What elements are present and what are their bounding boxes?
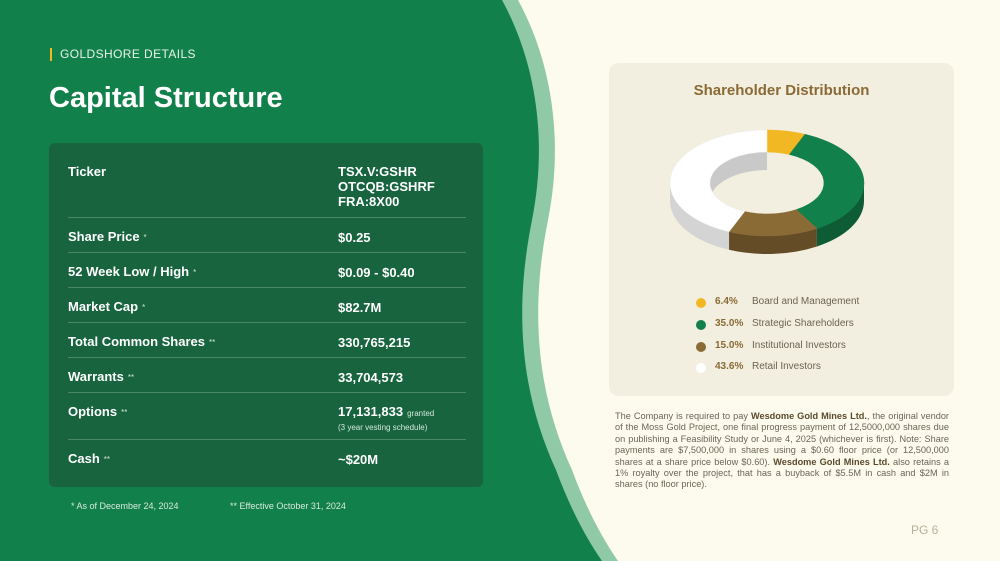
row-label: Warrants ** (68, 369, 135, 384)
eyebrow-accent-bar (50, 47, 52, 61)
footnote-as-of: * As of December 24, 2024 (71, 501, 179, 511)
donut-slice-retail-investors (669, 129, 768, 233)
page-title: Capital Structure (49, 82, 283, 114)
row-label: Total Common Shares ** (68, 334, 216, 349)
row-label: 52 Week Low / High * (68, 264, 197, 279)
legend-dot (696, 363, 706, 373)
donut-side-institutional-investors (729, 228, 817, 254)
distribution-donut-chart (669, 129, 865, 254)
table-row-52-week: 52 Week Low / High * $0.09 - $0.40 (68, 252, 466, 280)
legend-pct: 15.0% (715, 340, 744, 351)
row-value: 17,131,833 granted (3 year vesting schedu… (338, 404, 434, 433)
ticker-fra: FRA:8X00 (338, 194, 400, 209)
legend-pct: 43.6% (715, 361, 744, 372)
table-row-options: Options ** 17,131,833 granted (3 year vest… (68, 392, 466, 432)
capital-structure-table: Ticker TSX.V:GSHR OTCQB:GSHRF FRA:8X00 S… (49, 143, 483, 487)
row-value: $82.7M (338, 300, 382, 315)
table-row-market-cap: Market Cap * $82.7M (68, 287, 466, 315)
row-label: Ticker (68, 164, 107, 179)
options-granted: granted (407, 409, 435, 418)
legend-name: Strategic Shareholders (752, 318, 854, 329)
note-company-name: Wesdome Gold Mines Ltd. (773, 456, 890, 467)
row-value: $0.25 (338, 230, 371, 245)
legend-pct: 35.0% (715, 318, 744, 329)
row-value: 33,704,573 (338, 370, 404, 385)
legend-dot (696, 298, 706, 308)
row-label: Options ** (68, 404, 128, 419)
donut-slice-strategic-shareholders (788, 133, 865, 229)
shareholder-distribution-card: Shareholder Distribution 6.4% Board and … (609, 63, 954, 396)
legend-item: 43.6% Retail Investors (696, 360, 936, 376)
page-number: PG 6 (911, 523, 939, 537)
options-count: 17,131,833 (338, 404, 404, 419)
legend-name: Institutional Investors (752, 340, 846, 351)
payment-note: The Company is required to pay Wesdome G… (615, 411, 949, 490)
options-vesting-note: (3 year vesting schedule) (338, 423, 428, 432)
table-row-warrants: Warrants ** 33,704,573 (68, 357, 466, 385)
row-value: 330,765,215 (338, 335, 411, 350)
table-row-share-price: Share Price * $0.25 (68, 217, 466, 245)
legend-item: 35.0% Strategic Shareholders (696, 317, 936, 333)
legend-name: Board and Management (752, 296, 860, 307)
legend-pct: 6.4% (715, 296, 738, 307)
row-value: $0.09 - $0.40 (338, 265, 415, 280)
table-row-total-common-shares: Total Common Shares ** 330,765,215 (68, 322, 466, 350)
card-title: Shareholder Distribution (693, 82, 870, 99)
legend-dot (696, 342, 706, 352)
ticker-otcqb: OTCQB:GSHRF (338, 179, 435, 194)
legend-item: 15.0% Institutional Investors (696, 339, 936, 355)
section-eyebrow: GOLDSHORE DETAILS (50, 47, 196, 61)
ticker-tsxv: TSX.V:GSHR (338, 164, 417, 179)
legend-name: Retail Investors (752, 361, 821, 372)
donut-side-retail-investors (670, 183, 730, 250)
row-label: Share Price * (68, 229, 147, 244)
legend-dot (696, 320, 706, 330)
donut-inner-retail-investors (710, 152, 767, 201)
footnote-effective: ** Effective October 31, 2024 (230, 501, 346, 511)
legend-item: 6.4% Board and Management (696, 295, 936, 311)
table-row-cash: Cash ** ~$20M (68, 439, 466, 467)
note-company-name: Wesdome Gold Mines Ltd. (750, 411, 867, 421)
donut-side-strategic-shareholders (816, 183, 864, 247)
row-label: Cash ** (68, 451, 111, 466)
row-value: ~$20M (338, 452, 379, 467)
row-label: Market Cap * (68, 299, 146, 314)
eyebrow-text: GOLDSHORE DETAILS (60, 47, 196, 61)
row-value: TSX.V:GSHR OTCQB:GSHRF FRA:8X00 (338, 164, 435, 209)
